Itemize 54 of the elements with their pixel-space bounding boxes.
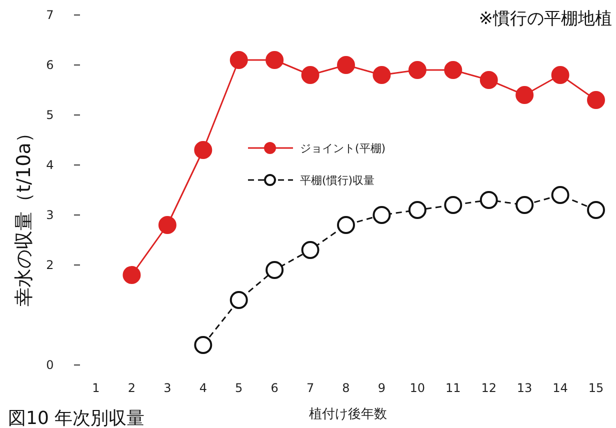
point xyxy=(301,241,320,259)
x-tick-label: 12 xyxy=(481,381,496,395)
annotation: ※慣行の平棚地植 xyxy=(478,9,612,29)
point xyxy=(587,201,605,219)
point xyxy=(230,51,248,69)
point xyxy=(337,216,355,234)
point xyxy=(372,66,391,84)
point xyxy=(480,191,498,209)
y-tick-label: 0 xyxy=(46,358,54,372)
y-axis-title: 幸水の収量（t/10a） xyxy=(13,124,35,306)
point xyxy=(551,66,570,84)
x-tick-label: 14 xyxy=(552,381,568,395)
point xyxy=(444,61,462,79)
point xyxy=(480,71,498,89)
point xyxy=(372,206,391,224)
x-tick-label: 15 xyxy=(588,381,604,395)
point xyxy=(408,61,426,79)
text: 図10 年次別収量 xyxy=(8,408,145,428)
y-tick-label: 6 xyxy=(46,58,54,72)
y-tick-label: 4 xyxy=(46,158,54,172)
x-tick-label: 5 xyxy=(235,381,243,395)
x-tick-label: 8 xyxy=(342,381,350,395)
y-tick-label: 5 xyxy=(46,108,54,122)
x-tick-label: 2 xyxy=(128,381,136,395)
point xyxy=(551,186,570,204)
x-tick-label: 6 xyxy=(270,381,278,395)
x-tick-label: 10 xyxy=(410,381,426,395)
y-tick-label: 3 xyxy=(46,208,54,222)
point xyxy=(587,91,605,109)
x-tick-label: 13 xyxy=(516,381,532,395)
x-tick-label: 9 xyxy=(378,381,386,395)
point xyxy=(266,261,284,279)
point xyxy=(122,266,141,284)
point xyxy=(408,201,426,219)
point xyxy=(337,56,355,74)
y-tick-label: 7 xyxy=(46,8,54,22)
legend-label: 平棚(慣行)収量 xyxy=(300,174,375,187)
x-axis-title: 植付け後年数 xyxy=(309,407,387,422)
point xyxy=(444,196,462,214)
x-tick-label: 7 xyxy=(306,381,314,395)
x-tick-label: 3 xyxy=(164,381,172,395)
point xyxy=(194,141,212,159)
x-tick-label: 4 xyxy=(199,381,207,395)
x-tick-label: 1 xyxy=(92,381,100,395)
x-tick-label: 11 xyxy=(446,381,461,395)
point xyxy=(301,66,320,84)
point xyxy=(516,196,534,214)
legend-label: ジョイント(平棚) xyxy=(300,142,386,155)
point xyxy=(194,336,212,354)
point xyxy=(516,86,534,104)
y-tick-label: 2 xyxy=(46,258,54,272)
point xyxy=(266,51,284,69)
point xyxy=(230,291,248,309)
point xyxy=(158,216,176,234)
